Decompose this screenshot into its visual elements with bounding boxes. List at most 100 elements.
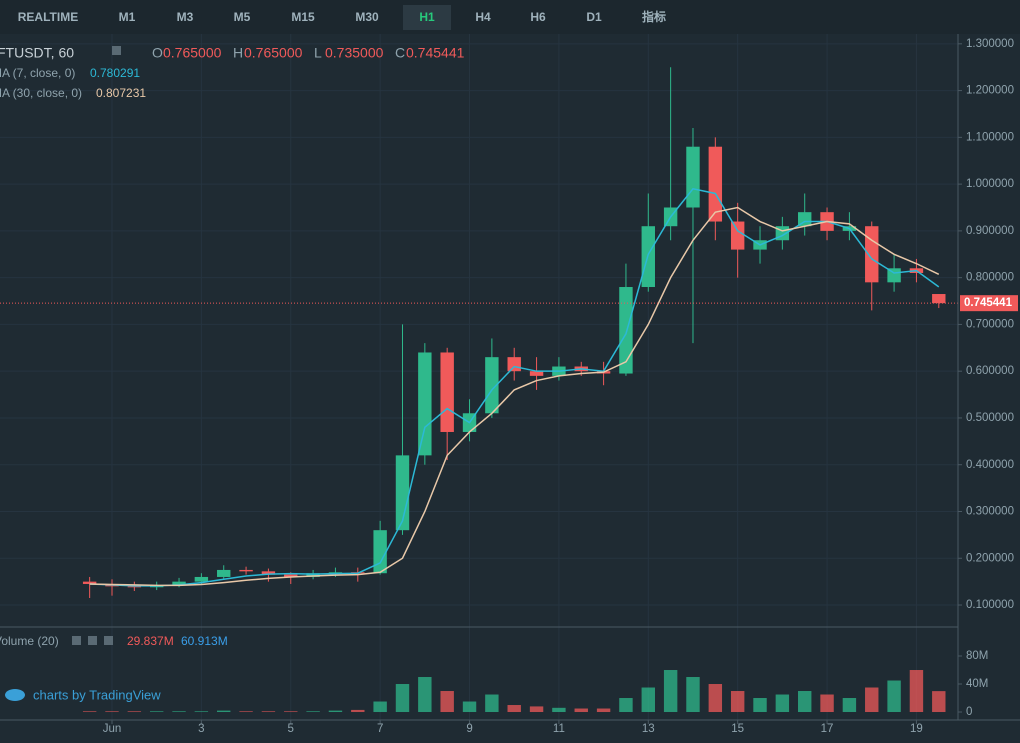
icon[interactable]	[88, 636, 97, 645]
y-tick-label: 0.500000	[966, 412, 1014, 424]
y-tick-label: 0.200000	[966, 552, 1014, 564]
candle-body	[82, 581, 97, 584]
candle-body	[194, 576, 209, 582]
ohlc-key: C	[395, 45, 405, 61]
volume-bar	[865, 687, 879, 713]
x-tick-label: Jun	[103, 723, 122, 735]
volume-bar	[485, 694, 499, 713]
candle-body	[395, 455, 410, 531]
volume-bar	[284, 711, 298, 713]
y-tick-label: 1.300000	[966, 38, 1014, 50]
volume-bar	[149, 711, 164, 713]
toolbar-button[interactable]: REALTIME	[18, 10, 78, 24]
y-tick-label: 1.000000	[966, 178, 1014, 190]
ma-legend-value: 0.807231	[96, 86, 146, 100]
ohlc-value: 0.765000	[163, 45, 222, 61]
volume-legend-name: Volume (20)	[0, 634, 59, 648]
candle-body	[172, 581, 186, 586]
icon[interactable]	[72, 636, 81, 645]
volume-bar	[753, 698, 767, 713]
watermark[interactable]: charts by TradingView	[33, 687, 161, 702]
ohlc-key: L	[314, 45, 322, 61]
volume-bar	[351, 709, 365, 713]
volume-tick-label: 40M	[966, 678, 988, 690]
ma-line	[89, 206, 940, 587]
volume-bar	[328, 710, 343, 713]
volume-bar	[462, 701, 477, 713]
icon[interactable]	[112, 46, 121, 55]
volume-bar	[842, 698, 857, 713]
y-tick-label: 0.300000	[966, 506, 1014, 518]
toolbar-button[interactable]: 指标	[642, 9, 666, 24]
volume-tick-label: 0	[966, 706, 972, 718]
last-price-box	[960, 295, 1018, 312]
volume-bar	[708, 684, 723, 713]
volume-bar	[172, 711, 186, 713]
volume-bar	[239, 711, 253, 713]
ohlc-key: H	[233, 45, 243, 61]
volume-bar	[730, 691, 745, 713]
candle-body	[306, 573, 320, 577]
x-tick-label: 17	[821, 723, 834, 735]
volume-bar	[306, 711, 320, 713]
x-tick-label: 7	[377, 723, 383, 735]
candle-body	[932, 294, 946, 304]
toolbar-button[interactable]: D1	[586, 10, 602, 24]
volume-bar	[507, 705, 521, 713]
candle-body	[730, 221, 745, 250]
toolbar-button[interactable]: M15	[291, 10, 315, 24]
x-tick-label: 19	[910, 723, 923, 735]
volume-bar	[574, 708, 588, 713]
volume-legend-value: 60.913M	[181, 634, 228, 648]
volume-bar	[194, 711, 209, 713]
toolbar-button[interactable]: H1	[419, 10, 435, 24]
volume-bar	[552, 707, 566, 713]
toolbar-button[interactable]: M30	[355, 10, 379, 24]
ohlc-key: O	[152, 45, 163, 61]
candle-body	[328, 572, 343, 574]
volume-bar	[887, 680, 901, 713]
ma-legend-name: MA (7, close, 0)	[0, 66, 75, 80]
x-tick-label: 13	[642, 723, 655, 735]
volume-bar	[418, 677, 432, 713]
toolbar	[0, 0, 1020, 34]
x-tick-label: 15	[731, 723, 744, 735]
toolbar-button[interactable]: H6	[530, 10, 546, 24]
volume-bar	[261, 711, 276, 713]
volume-bar	[217, 710, 231, 713]
y-tick-label: 0.100000	[966, 599, 1014, 611]
candle-body	[217, 569, 231, 577]
ohlc-value: 0.765000	[244, 45, 303, 61]
toolbar-button[interactable]: M3	[177, 10, 194, 24]
ma-legend-name: MA (30, close, 0)	[0, 86, 82, 100]
candle-body	[373, 530, 387, 574]
volume-bar	[798, 691, 812, 713]
x-tick-label: 5	[288, 723, 294, 735]
candle-body	[865, 226, 879, 283]
volume-bar	[909, 670, 924, 713]
candle-body	[529, 371, 544, 376]
x-tick-label: 11	[553, 723, 565, 735]
toolbar-button[interactable]: M1	[119, 10, 136, 24]
candle-body	[686, 146, 700, 208]
candle-body	[261, 571, 276, 575]
candle-body	[887, 268, 901, 283]
volume-tick-label: 80M	[966, 650, 988, 662]
y-tick-label: 0.600000	[966, 365, 1014, 377]
candle-body	[418, 352, 432, 456]
icon[interactable]	[104, 636, 113, 645]
volume-bar	[596, 708, 611, 713]
candle-body	[485, 357, 499, 414]
y-tick-label: 0.800000	[966, 272, 1014, 284]
toolbar-active-bg	[403, 5, 451, 30]
volume-bar	[529, 706, 544, 713]
volume-bar	[641, 687, 655, 713]
y-tick-label: 1.200000	[966, 85, 1014, 97]
y-tick-label: 0.700000	[966, 318, 1014, 330]
volume-bar	[775, 694, 790, 713]
candle-body	[284, 574, 298, 577]
toolbar-button[interactable]: M5	[234, 10, 251, 24]
toolbar-button[interactable]: H4	[475, 10, 491, 24]
volume-bar	[932, 691, 946, 713]
